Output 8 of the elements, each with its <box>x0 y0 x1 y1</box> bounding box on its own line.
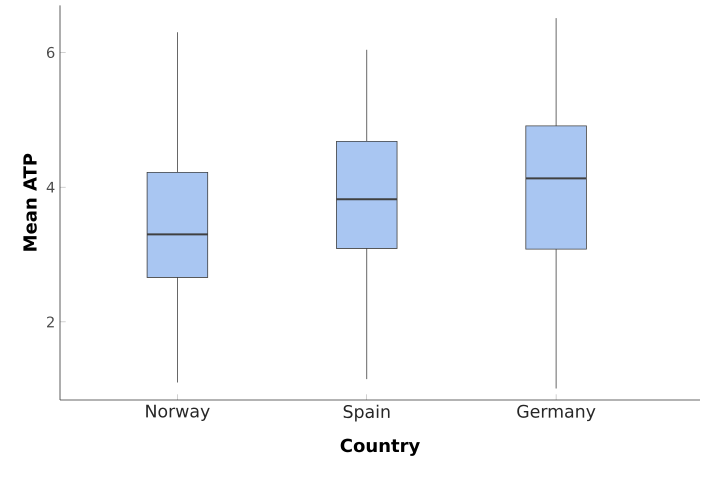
y-axis-title: Mean ATP <box>23 154 37 251</box>
x-tick-label: Spain <box>344 404 390 422</box>
y-tick-label: 6 <box>46 46 54 58</box>
y-tick-label: 4 <box>46 182 54 193</box>
x-tick-label: Germany <box>517 404 596 422</box>
x-axis-title: Country <box>340 438 420 456</box>
y-tick-label: 2 <box>47 316 54 328</box>
x-tick-label: Norway <box>146 404 210 421</box>
